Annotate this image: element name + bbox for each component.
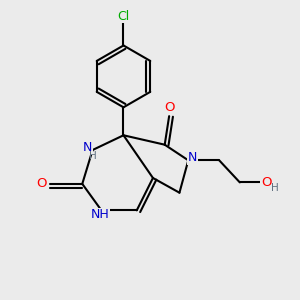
- Text: O: O: [261, 176, 272, 189]
- Text: O: O: [36, 177, 47, 190]
- Text: Cl: Cl: [117, 10, 130, 22]
- Text: N: N: [188, 152, 197, 164]
- Text: H: H: [271, 183, 278, 193]
- Text: O: O: [164, 101, 174, 114]
- Text: N: N: [82, 141, 92, 154]
- Text: H: H: [89, 151, 97, 161]
- Text: NH: NH: [91, 208, 109, 221]
